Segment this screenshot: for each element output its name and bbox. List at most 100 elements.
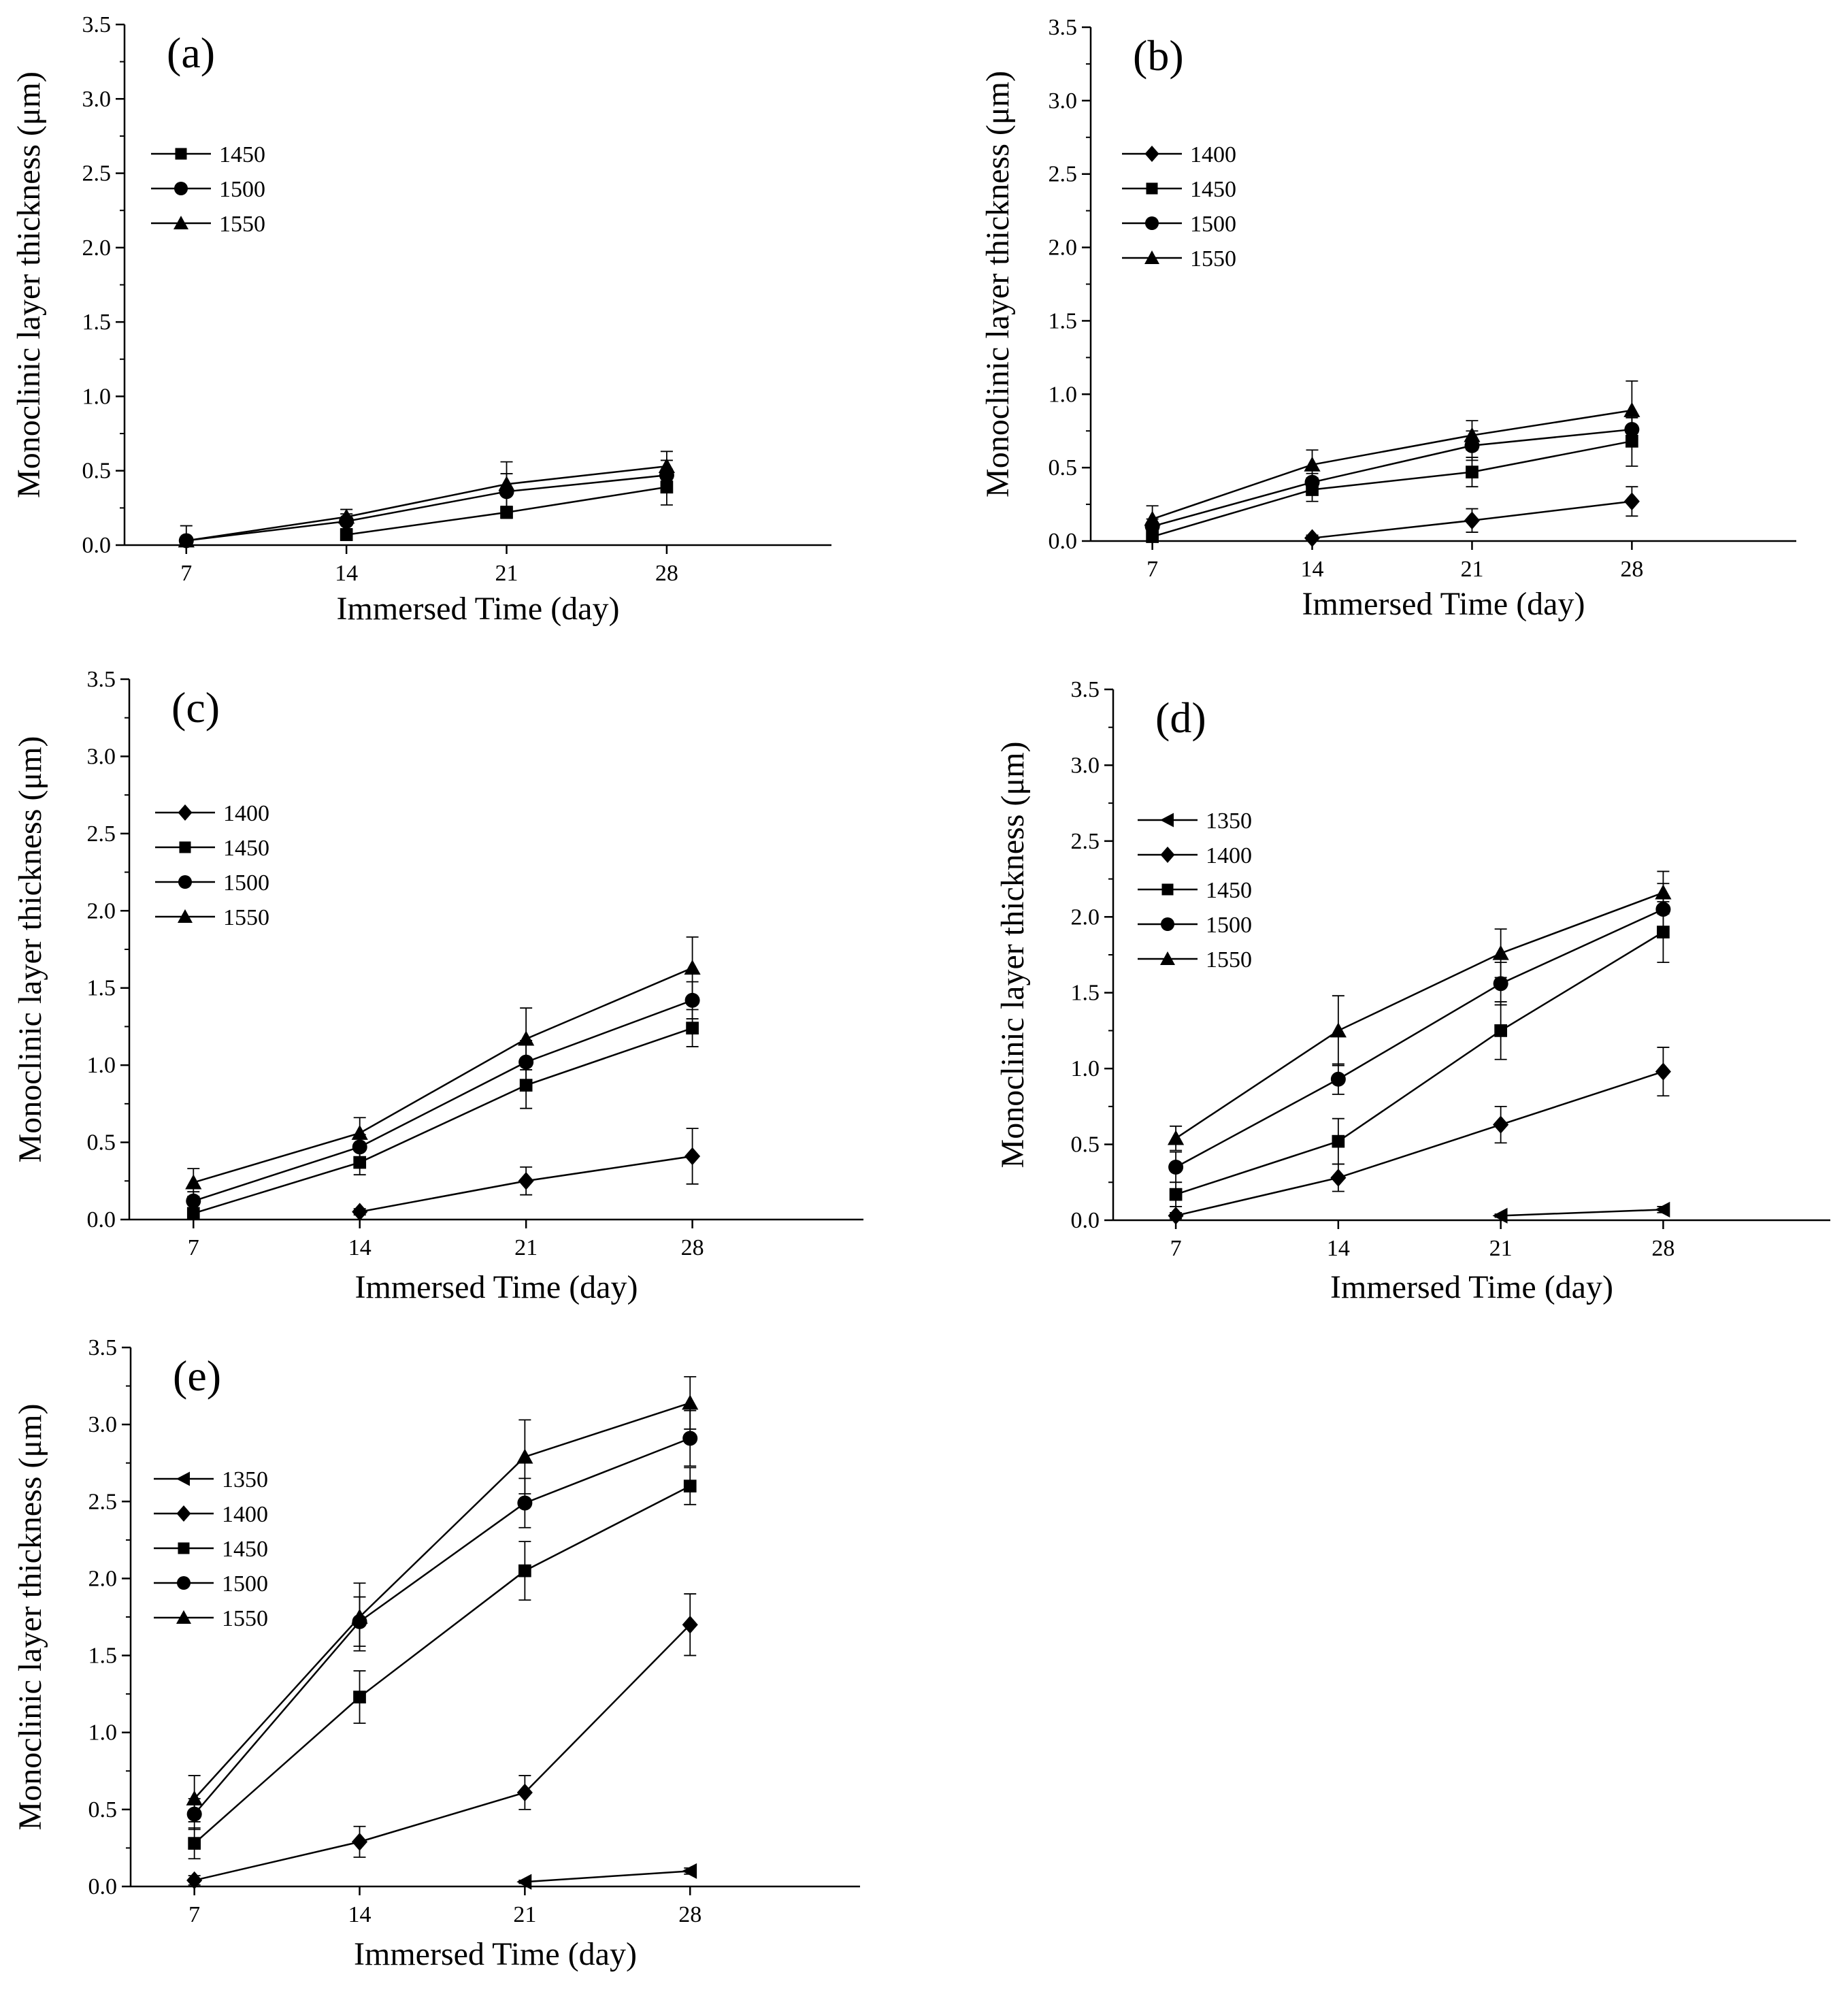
y-tick-label: 0.5 <box>82 459 112 484</box>
legend-item: 1550 <box>1138 947 1252 973</box>
data-point <box>684 960 701 975</box>
y-tick-label: 2.5 <box>1049 162 1078 187</box>
y-tick-label: 3.0 <box>1049 88 1078 114</box>
y-tick-label: 1.0 <box>1049 382 1078 407</box>
panels: 0.0 0.5 1.0 1.5 2.0 2.5 3.0 3.5 7 14 21 28 Immersed … <box>11 12 1830 1972</box>
data-point <box>1492 1207 1508 1224</box>
series-line <box>186 474 667 542</box>
legend-label: 1550 <box>219 212 265 237</box>
legend-label: 1450 <box>219 142 265 167</box>
x-tick-label: 21 <box>1460 557 1483 582</box>
series-line <box>1175 909 1664 1168</box>
legend-label: 1500 <box>223 870 269 896</box>
data-point <box>682 1616 698 1634</box>
legend-item: 1400 <box>155 801 269 826</box>
legend-item: 1500 <box>155 870 269 896</box>
x-axis-title: Immersed Time (day) <box>354 1936 637 1972</box>
series-1400 <box>1168 1047 1671 1225</box>
data-point <box>1494 1024 1507 1037</box>
data-point <box>684 992 700 1008</box>
y-tick-label: 0.5 <box>88 1797 118 1823</box>
series-line <box>525 1870 691 1883</box>
panel-label: (c) <box>171 683 220 732</box>
data-point <box>351 1608 368 1624</box>
legend-marker <box>1144 250 1159 264</box>
data-point <box>516 1874 532 1890</box>
legend: 1400 1450 1500 1550 <box>1122 142 1236 272</box>
series-1550 <box>178 451 676 548</box>
x-tick-label: 7 <box>1170 1236 1182 1261</box>
legend-marker <box>1160 847 1175 863</box>
x-axis-title: Immersed Time (day) <box>1330 1269 1613 1305</box>
series-line <box>193 1027 693 1215</box>
series-1550 <box>1144 380 1640 533</box>
y-tick-label: 1.5 <box>1049 308 1078 333</box>
legend-label: 1450 <box>1190 177 1236 202</box>
y-tick-label: 2.5 <box>1071 829 1100 854</box>
series-1550 <box>185 936 701 1197</box>
legend-label: 1550 <box>1206 947 1252 973</box>
panel-label: (d) <box>1155 693 1206 742</box>
legend-marker <box>178 804 193 821</box>
data-point <box>519 1079 533 1092</box>
y-tick-label: 2.0 <box>82 235 112 261</box>
y-tick-label: 1.5 <box>1071 981 1100 1006</box>
x-tick-label: 7 <box>188 1902 200 1927</box>
data-point <box>1168 1160 1184 1175</box>
legend-label: 1500 <box>1206 913 1252 938</box>
y-tick-label: 2.5 <box>82 161 112 186</box>
data-point <box>1655 1201 1670 1217</box>
y-tick-label: 2.5 <box>87 821 116 847</box>
legend-marker <box>175 148 187 160</box>
x-axis-title: Immersed Time (day) <box>1302 586 1585 622</box>
legend-marker <box>1144 146 1159 162</box>
y-tick-label: 0.5 <box>1071 1132 1100 1158</box>
x-tick-label: 28 <box>1620 557 1643 582</box>
y-tick-label: 1.5 <box>87 976 116 1001</box>
data-point <box>1464 511 1480 529</box>
series-line <box>194 1624 691 1882</box>
legend-label: 1500 <box>1190 212 1236 237</box>
x-tick-label: 7 <box>188 1235 199 1260</box>
chart-panel: 0.0 0.5 1.0 1.5 2.0 2.5 3.0 3.5 7 14 21 28 Immersed … <box>12 667 863 1305</box>
data-point <box>517 1495 533 1511</box>
y-tick-label: 2.5 <box>88 1489 118 1514</box>
x-tick-label: 14 <box>335 561 358 586</box>
legend-marker <box>176 1471 190 1486</box>
x-tick-label: 21 <box>513 1902 536 1927</box>
series-1350 <box>516 1863 697 1890</box>
series-line <box>1175 1070 1664 1217</box>
data-point <box>1623 402 1640 417</box>
data-point <box>340 528 353 542</box>
legend-marker <box>179 841 191 853</box>
y-axis-title: Monoclinic layer thickness (μm) <box>12 736 48 1163</box>
data-point <box>1623 492 1640 510</box>
panel-label: (e) <box>173 1352 221 1400</box>
data-point <box>1330 1168 1347 1187</box>
data-point <box>1304 456 1321 472</box>
y-tick-label: 0.5 <box>1049 455 1078 480</box>
legend-label: 1400 <box>222 1502 268 1527</box>
data-point <box>1493 1115 1509 1134</box>
x-tick-label: 14 <box>348 1902 372 1927</box>
legend-item: 1350 <box>154 1467 268 1492</box>
series-line <box>193 999 693 1202</box>
data-point <box>516 1448 533 1464</box>
series-1400 <box>186 1593 698 1890</box>
y-tick-label: 0.0 <box>82 533 112 558</box>
series-line <box>186 465 667 542</box>
x-tick-label: 28 <box>1651 1236 1674 1261</box>
data-point <box>658 458 676 474</box>
x-tick-label: 7 <box>1146 557 1158 582</box>
y-tick-label: 0.0 <box>87 1207 116 1232</box>
y-tick-label: 3.5 <box>1049 15 1078 40</box>
series-line <box>1152 409 1632 520</box>
legend-marker <box>178 875 192 889</box>
data-point <box>682 1863 697 1879</box>
y-axis-title: Monoclinic layer thickness (μm) <box>11 71 47 498</box>
data-point <box>498 476 515 491</box>
y-tick-label: 2.0 <box>88 1566 118 1591</box>
chart-panel: 0.0 0.5 1.0 1.5 2.0 2.5 3.0 3.5 7 14 21 28 Immersed … <box>980 15 1796 622</box>
y-tick-label: 3.5 <box>87 667 116 692</box>
legend-item: 1400 <box>1138 843 1252 868</box>
